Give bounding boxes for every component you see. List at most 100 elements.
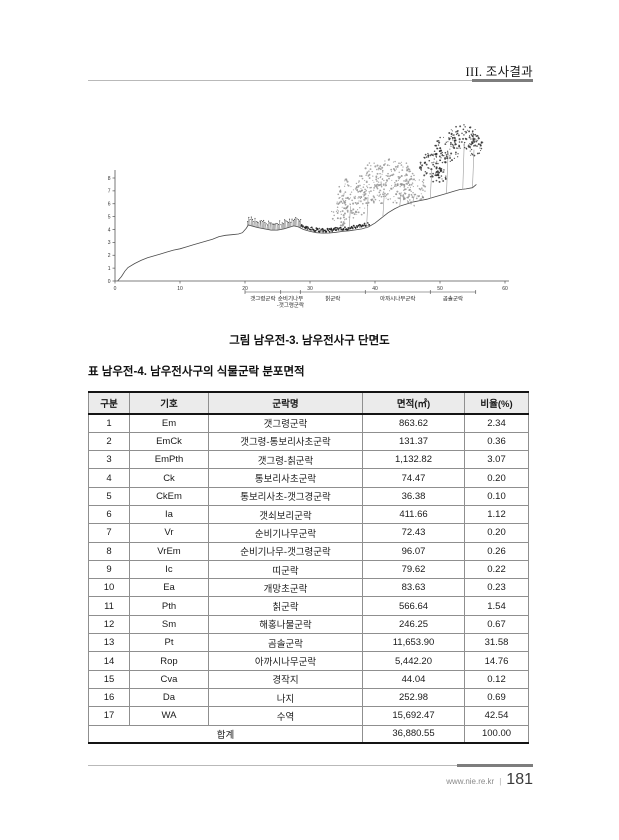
broadleaf-tree-foliage-dot xyxy=(358,181,360,183)
pine-tree-foliage-dot xyxy=(444,161,447,164)
section-header: III. 조사결과 xyxy=(465,65,533,79)
broadleaf-tree-foliage-dot xyxy=(370,190,372,193)
table-cell: 411.66 xyxy=(362,504,465,525)
total-area: 36,880.55 xyxy=(362,724,465,744)
grass-seedhead xyxy=(268,220,270,222)
broadleaf-tree-foliage-dot xyxy=(373,181,375,183)
table-cell: 9 xyxy=(88,559,130,580)
broadleaf-tree-foliage-dot xyxy=(394,200,396,202)
table-cell: 0.23 xyxy=(464,578,529,598)
broadleaf-tree-foliage-dot xyxy=(344,183,346,185)
pine-tree-foliage-dot xyxy=(447,141,449,143)
broadleaf-tree-foliage-dot xyxy=(367,195,369,197)
broadleaf-tree-foliage-dot xyxy=(395,179,398,182)
broadleaf-tree-foliage-dot xyxy=(346,209,349,212)
broadleaf-tree-foliage-dot xyxy=(385,179,389,182)
broadleaf-tree-foliage-dot xyxy=(407,201,410,204)
pine-tree-foliage-dot xyxy=(458,141,461,143)
grass-seedhead xyxy=(248,216,250,219)
table-cell: 13 xyxy=(88,633,130,653)
broadleaf-tree-foliage-dot xyxy=(393,196,395,198)
pine-tree-foliage-dot xyxy=(450,145,452,147)
y-tick-label: 8 xyxy=(108,176,111,182)
pine-tree-foliage-dot xyxy=(439,147,442,150)
pine-tree-foliage-dot xyxy=(473,140,476,143)
broadleaf-tree-foliage-dot xyxy=(398,192,401,195)
table-row: 14 Rop 아까시나무군락 5,442.20 14.76 xyxy=(88,651,529,671)
pine-tree-foliage-dot xyxy=(449,155,451,157)
scrub-dot xyxy=(356,226,358,229)
grass-seedhead xyxy=(287,221,289,223)
scrub-dot xyxy=(327,229,330,232)
broadleaf-tree-foliage-dot xyxy=(342,216,345,219)
broadleaf-tree-foliage-dot xyxy=(367,201,370,204)
pine-tree-foliage-dot xyxy=(430,153,433,156)
broadleaf-tree-foliage-dot xyxy=(396,183,399,186)
pine-tree-foliage-dot xyxy=(470,133,473,136)
broadleaf-tree-foliage-dot xyxy=(364,199,366,201)
x-tick-label: 60 xyxy=(502,286,508,292)
pine-tree-foliage-dot xyxy=(466,129,468,131)
pine-tree-foliage-dot xyxy=(435,144,438,147)
pine-tree-foliage-dot xyxy=(443,136,445,138)
broadleaf-tree-foliage-dot xyxy=(350,197,352,199)
table-row: 3 EmPth 갯그령-칡군락 1,132.82 3.07 xyxy=(88,450,529,470)
broadleaf-tree-foliage-dot xyxy=(421,195,423,197)
broadleaf-tree-foliage-dot xyxy=(382,183,385,186)
broadleaf-tree-foliage-dot xyxy=(407,186,409,189)
broadleaf-tree-foliage-dot xyxy=(349,193,352,196)
pine-tree-foliage-dot xyxy=(455,131,457,133)
footer-rule-accent xyxy=(457,764,533,767)
broadleaf-tree-foliage-dot xyxy=(379,172,381,175)
broadleaf-tree-foliage-dot xyxy=(362,186,365,188)
pine-tree-foliage-dot xyxy=(431,175,434,178)
column-header: 군락명 xyxy=(208,391,363,415)
pine-tree-foliage-dot xyxy=(441,154,444,157)
table-title: 표 남우전-4. 남우전사구의 식물군락 분포면적 xyxy=(88,366,305,378)
pine-tree-foliage-dot xyxy=(468,144,470,146)
broadleaf-tree-foliage-dot xyxy=(375,177,377,179)
broadleaf-tree-foliage-dot xyxy=(359,197,362,200)
broadleaf-tree-foliage-dot xyxy=(422,182,425,184)
broadleaf-tree-foliage-dot xyxy=(402,166,404,168)
broadleaf-tree-foliage-dot xyxy=(376,164,379,167)
pine-tree-foliage-dot xyxy=(441,161,444,164)
table-cell: 14.76 xyxy=(464,651,529,671)
broadleaf-tree-foliage-dot xyxy=(389,198,392,200)
pine-tree-foliage-dot xyxy=(445,155,448,158)
broadleaf-tree-foliage-dot xyxy=(370,165,372,167)
table-cell: 5,442.20 xyxy=(362,651,465,671)
broadleaf-tree-foliage-dot xyxy=(382,163,386,167)
broadleaf-tree-foliage-dot xyxy=(380,181,382,183)
table-cell: Ck xyxy=(129,468,209,488)
pine-tree-foliage-dot xyxy=(438,167,440,170)
pine-tree-foliage-dot xyxy=(449,160,451,162)
pine-tree-foliage-dot xyxy=(423,156,426,159)
pine-tree-foliage-dot xyxy=(465,130,467,133)
broadleaf-tree-foliage-dot xyxy=(399,194,402,197)
broadleaf-tree-foliage-dot xyxy=(340,200,342,203)
broadleaf-tree-foliage-dot xyxy=(342,223,344,225)
table-cell: 갯쇠보리군락 xyxy=(208,504,363,525)
pine-tree-foliage-dot xyxy=(479,147,481,149)
broadleaf-tree-foliage-dot xyxy=(386,192,389,195)
grass-seedhead xyxy=(279,220,281,222)
header-rule xyxy=(88,80,533,81)
broadleaf-tree-foliage-dot xyxy=(413,178,415,181)
pine-tree-foliage-dot xyxy=(469,147,471,149)
broadleaf-tree-foliage-dot xyxy=(403,183,406,186)
table-cell: 31.58 xyxy=(464,633,529,653)
pine-tree-foliage-dot xyxy=(436,140,439,143)
broadleaf-tree-foliage-dot xyxy=(387,198,389,201)
scrub-dot xyxy=(364,225,367,227)
pine-tree-foliage-dot xyxy=(444,157,447,160)
table-row: 2 EmCk 갯그령-통보리사초군락 131.37 0.36 xyxy=(88,431,529,452)
broadleaf-tree-foliage-dot xyxy=(357,184,359,187)
broadleaf-tree-foliage-dot xyxy=(378,169,380,171)
broadleaf-tree-foliage-dot xyxy=(402,198,405,201)
pine-tree-foliage-dot xyxy=(464,137,467,140)
pine-tree-foliage-dot xyxy=(477,138,479,140)
table-cell: 띠군락 xyxy=(208,559,363,580)
broadleaf-tree-foliage-dot xyxy=(405,166,408,169)
pine-tree-foliage-dot xyxy=(465,148,468,150)
